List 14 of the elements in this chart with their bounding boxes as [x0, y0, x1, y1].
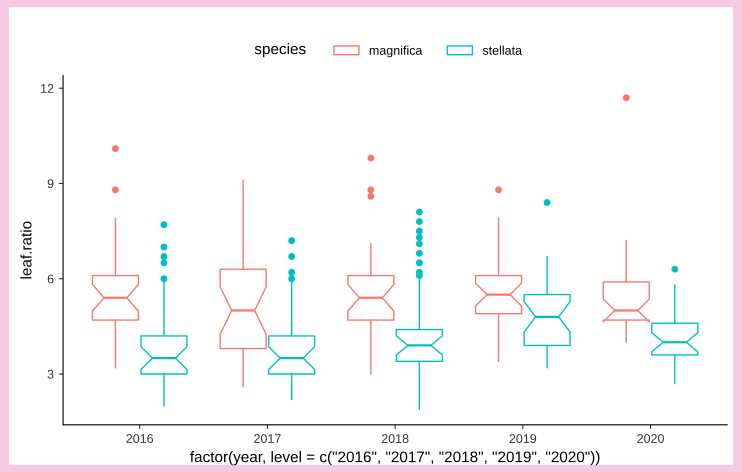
y-tick-label: 12 [41, 84, 54, 93]
x-tick-label: 2016 [126, 434, 154, 444]
legend-title: species [254, 43, 306, 58]
x-tick-label: 2020 [637, 434, 664, 444]
y-tick-label: 9 [48, 179, 54, 188]
x-tick-label: 2017 [254, 434, 281, 444]
legend-label: stellata [482, 46, 522, 55]
x-axis-title: factor(year, level = c("2016", "2017", "2018", "2019", "2020")) [190, 451, 600, 466]
x-tick-label: 2018 [382, 434, 408, 444]
y-tick-label: 3 [48, 370, 54, 379]
legend-label: magnifica [370, 46, 422, 58]
y-axis-title: leaf.ratio [20, 222, 32, 278]
x-tick-label: 2019 [510, 434, 536, 444]
y-tick-label: 6 [48, 274, 54, 284]
